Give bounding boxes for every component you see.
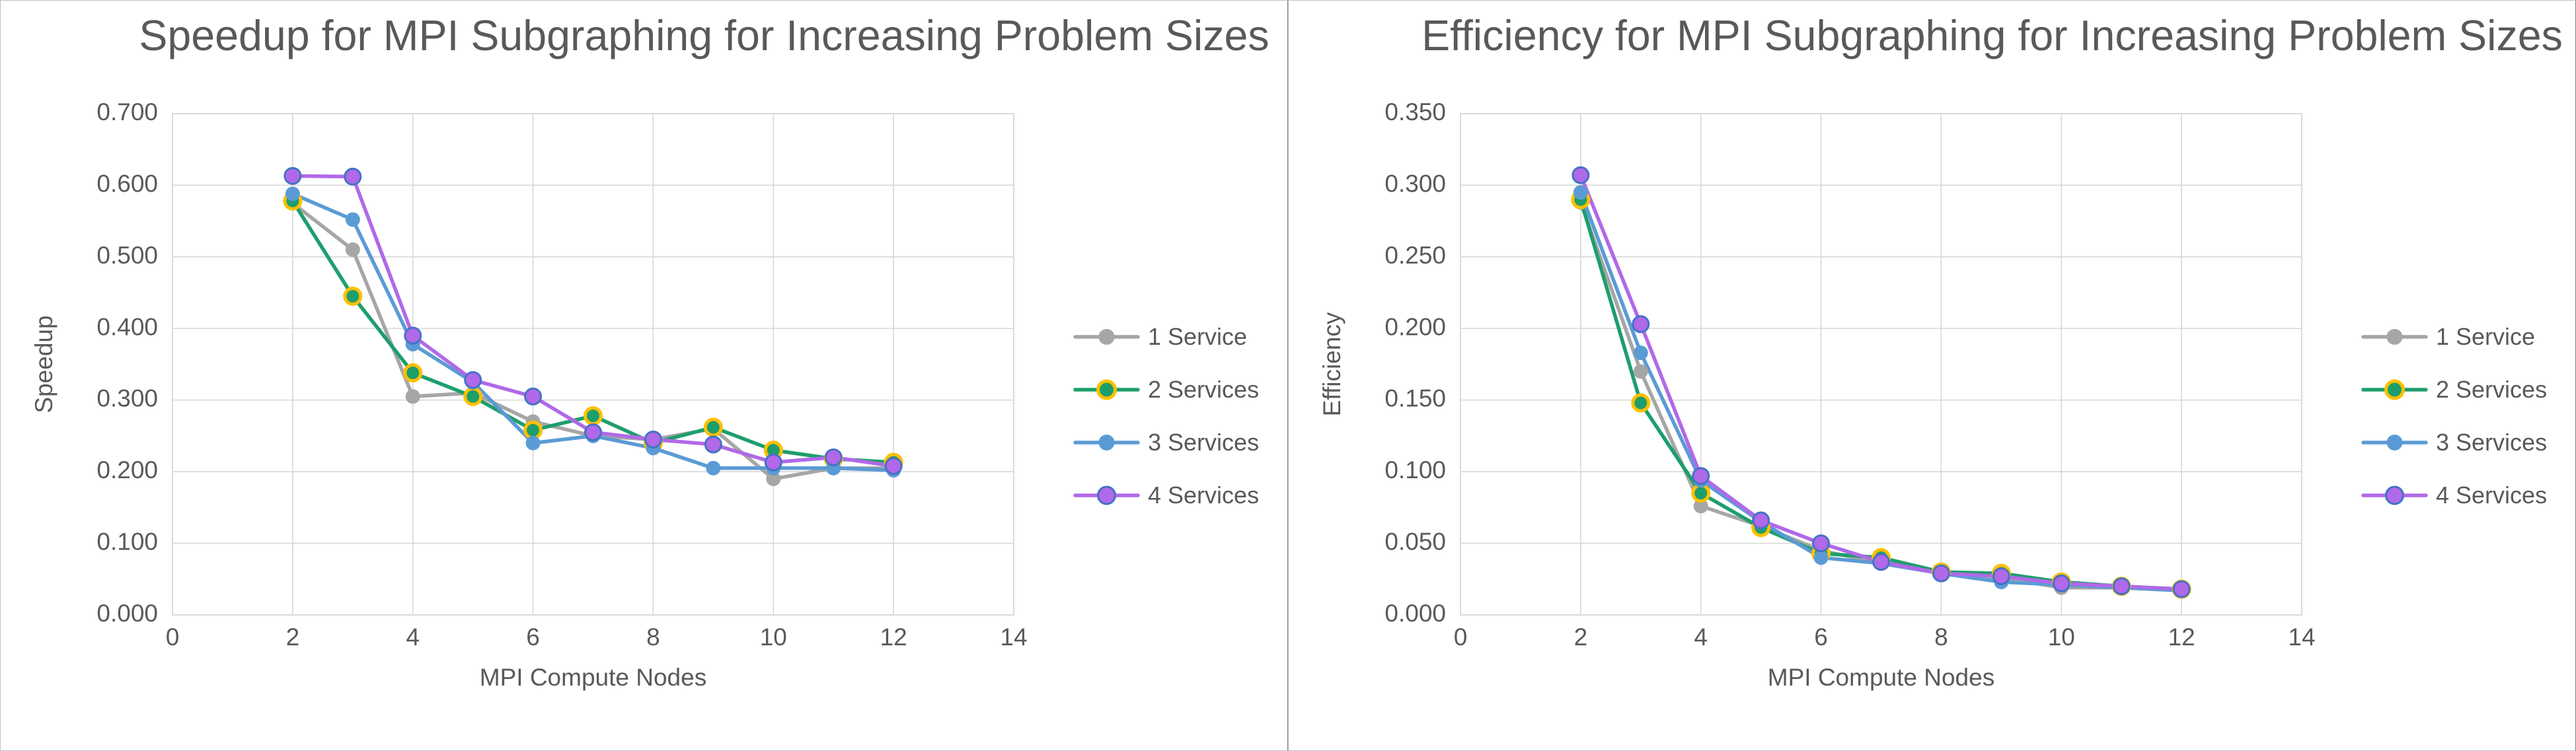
svg-text:10: 10 [760, 624, 787, 651]
svg-text:10: 10 [2048, 624, 2075, 651]
svg-text:0.600: 0.600 [96, 170, 158, 197]
svg-text:MPI Compute Nodes: MPI Compute Nodes [1768, 664, 1994, 691]
svg-text:Speedup for MPI Subgraphing fo: Speedup for MPI Subgraphing for Increasi… [139, 12, 1269, 59]
svg-text:0: 0 [166, 624, 180, 651]
svg-text:6: 6 [1814, 624, 1828, 651]
svg-text:Efficiency for MPI Subgraphing: Efficiency for MPI Subgraphing for Incre… [1421, 12, 2563, 59]
svg-text:2 Services: 2 Services [2436, 376, 2547, 403]
svg-text:2: 2 [1574, 624, 1588, 651]
svg-text:0.200: 0.200 [96, 456, 158, 483]
svg-text:2 Services: 2 Services [1148, 376, 1259, 403]
svg-text:0.700: 0.700 [96, 98, 158, 125]
svg-text:12: 12 [880, 624, 907, 651]
svg-text:0.350: 0.350 [1384, 98, 1446, 125]
svg-text:0.400: 0.400 [96, 313, 158, 340]
svg-text:Speedup: Speedup [30, 315, 57, 413]
svg-text:0.100: 0.100 [96, 528, 158, 555]
svg-text:1 Service: 1 Service [1148, 323, 1247, 350]
svg-text:0.500: 0.500 [96, 242, 158, 269]
svg-text:0.150: 0.150 [1384, 385, 1446, 412]
svg-text:0.000: 0.000 [1384, 600, 1446, 627]
svg-text:0.300: 0.300 [96, 385, 158, 412]
svg-text:4 Services: 4 Services [2436, 482, 2547, 509]
svg-text:0.200: 0.200 [1384, 313, 1446, 340]
svg-text:MPI Compute Nodes: MPI Compute Nodes [480, 664, 706, 691]
svg-text:0: 0 [1454, 624, 1468, 651]
svg-text:8: 8 [1934, 624, 1948, 651]
svg-text:6: 6 [526, 624, 540, 651]
svg-text:12: 12 [2168, 624, 2195, 651]
svg-text:1 Service: 1 Service [2436, 323, 2535, 350]
svg-text:14: 14 [1000, 624, 1027, 651]
svg-text:4: 4 [406, 624, 420, 651]
svg-text:4 Services: 4 Services [1148, 482, 1259, 509]
svg-text:3 Services: 3 Services [2436, 429, 2547, 456]
svg-text:0.100: 0.100 [1384, 456, 1446, 483]
svg-text:2: 2 [286, 624, 300, 651]
svg-text:0.300: 0.300 [1384, 170, 1446, 197]
svg-text:3 Services: 3 Services [1148, 429, 1259, 456]
svg-text:0.050: 0.050 [1384, 528, 1446, 555]
svg-text:0.250: 0.250 [1384, 242, 1446, 269]
svg-text:Efficiency: Efficiency [1318, 312, 1345, 416]
svg-text:4: 4 [1694, 624, 1708, 651]
svg-text:14: 14 [2288, 624, 2315, 651]
svg-text:8: 8 [646, 624, 660, 651]
svg-text:0.000: 0.000 [96, 600, 158, 627]
